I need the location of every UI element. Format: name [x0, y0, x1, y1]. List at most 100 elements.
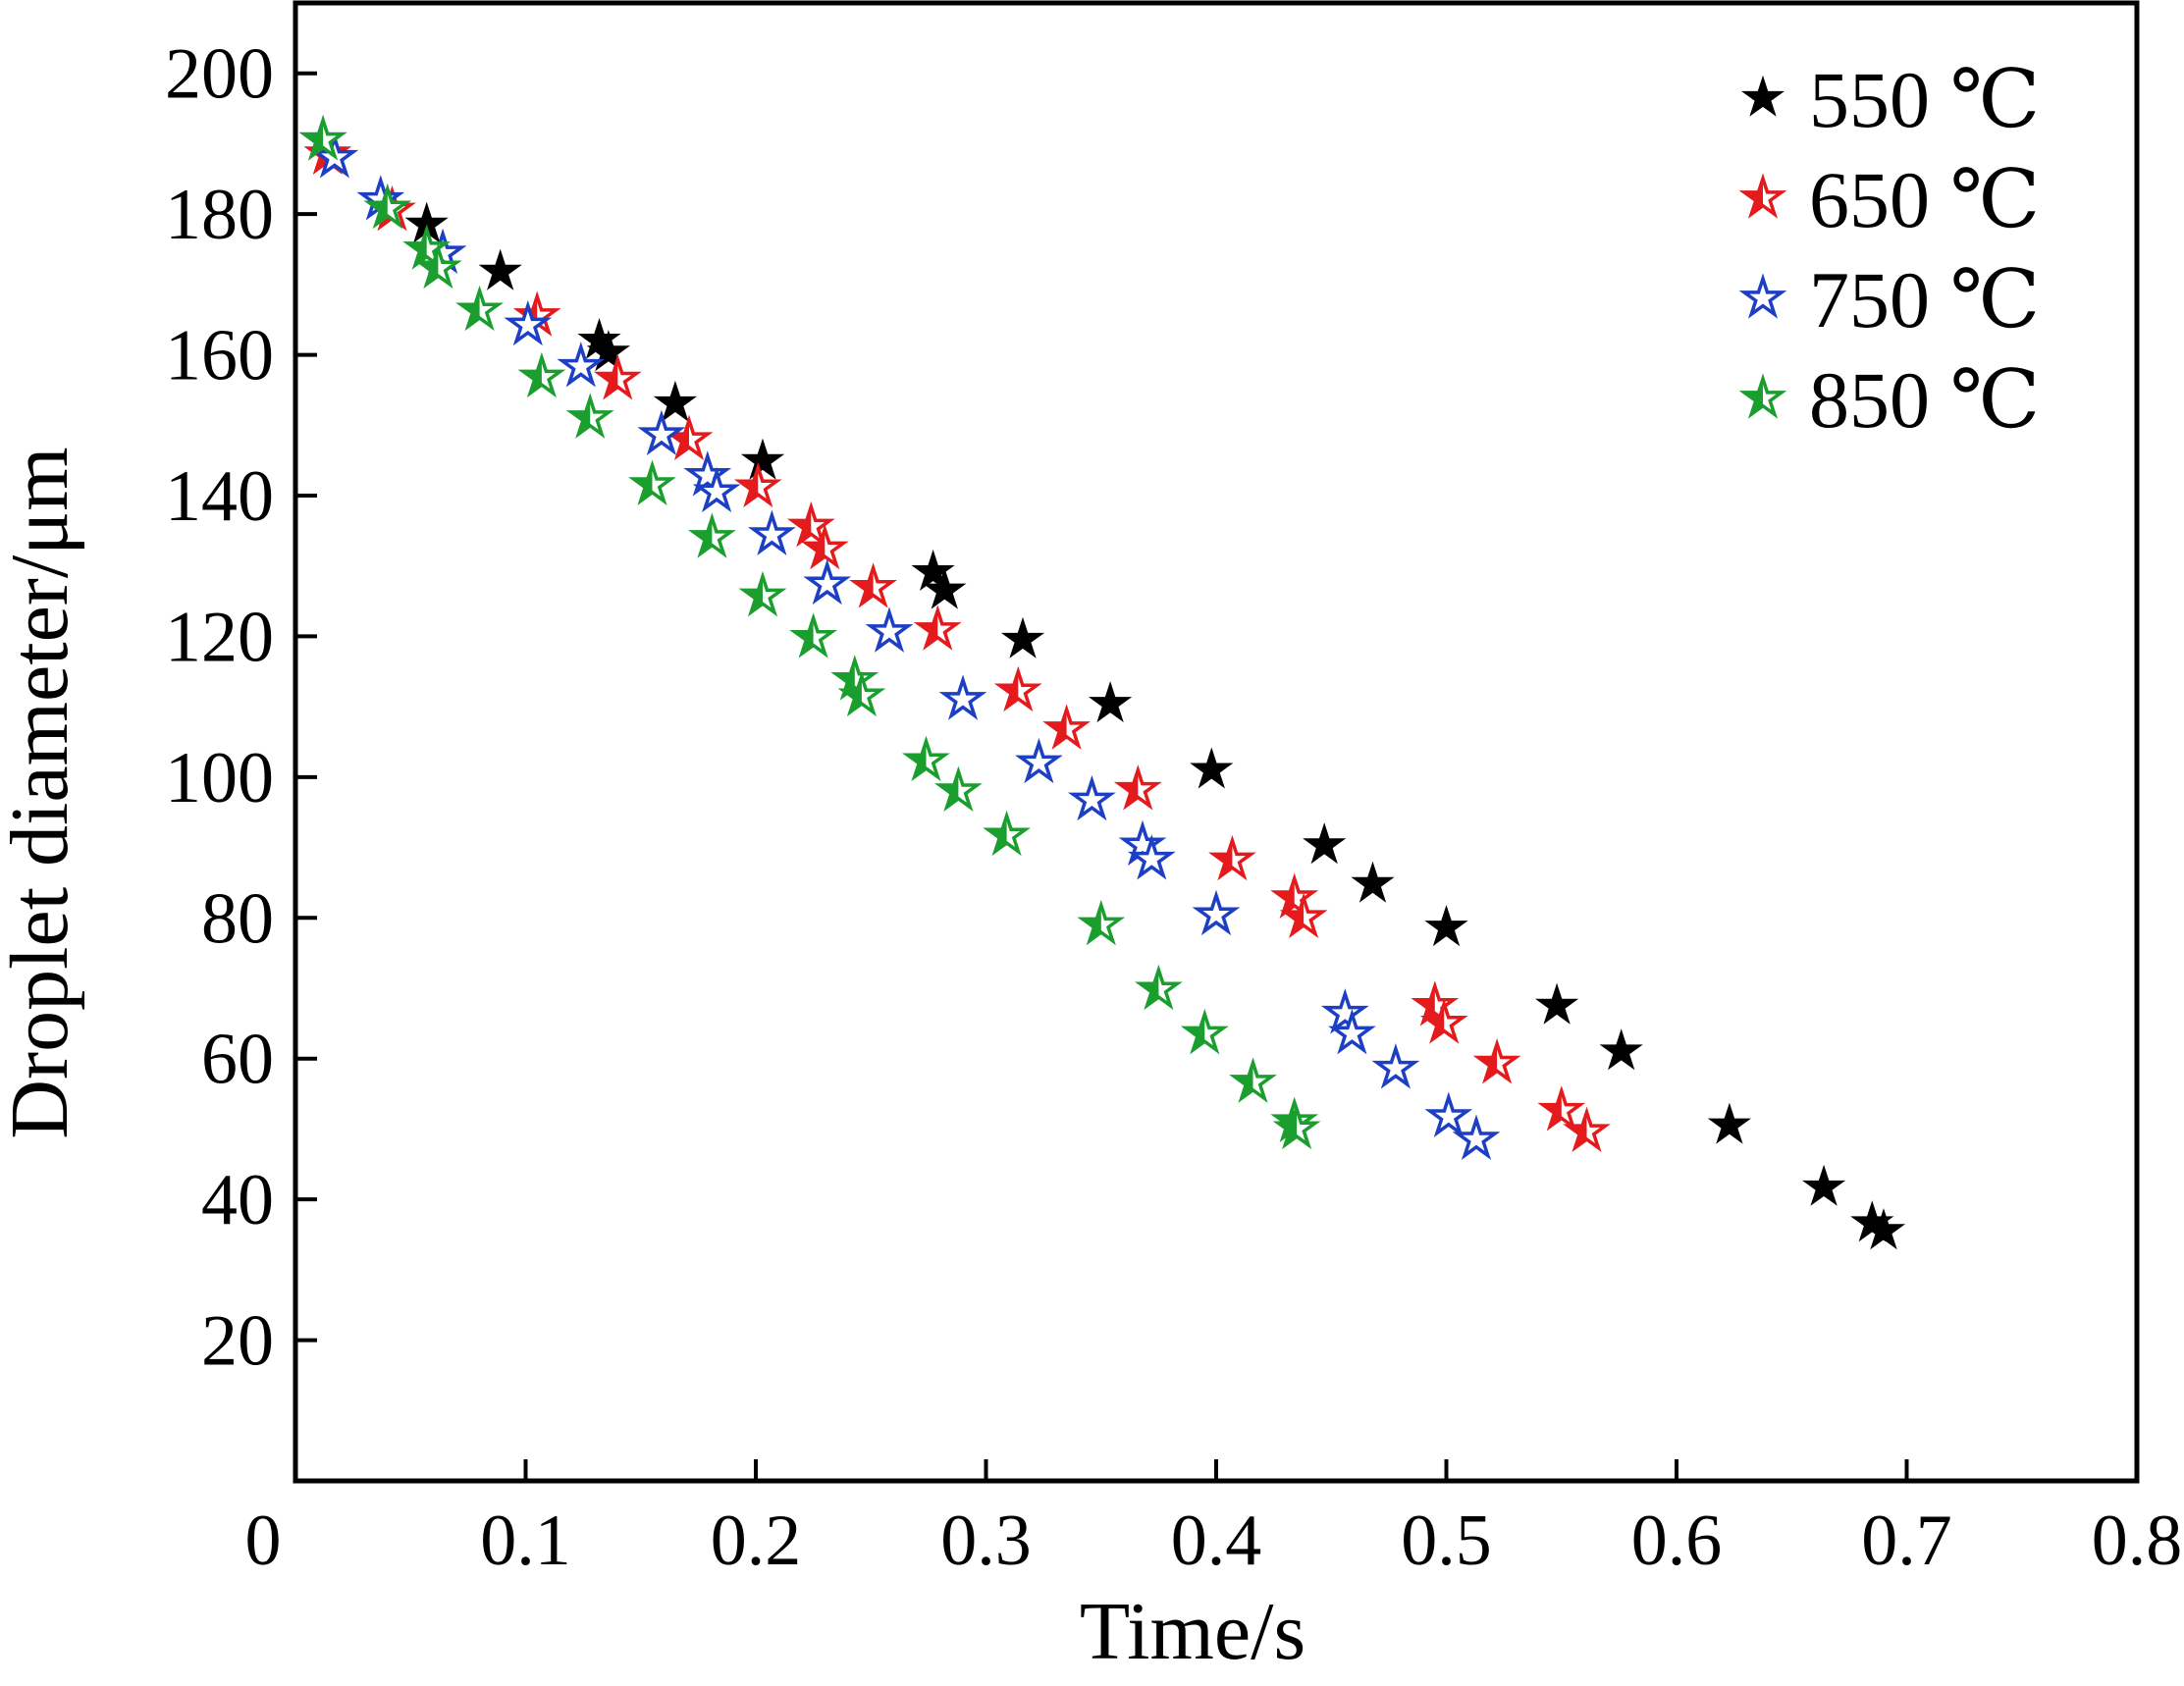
data-point	[665, 414, 714, 461]
data-point	[413, 242, 462, 290]
data-point	[586, 330, 630, 372]
legend-label: 550 ℃	[1809, 55, 2040, 144]
plot-markers	[298, 115, 1906, 1250]
data-point	[1371, 1043, 1420, 1089]
legend: 550 ℃ 650 ℃ 750 ℃ 850 ℃	[1738, 55, 2040, 445]
data-point	[1270, 872, 1319, 919]
data-point	[803, 558, 852, 606]
data-point	[738, 570, 787, 617]
data-point	[1537, 1085, 1586, 1132]
x-tick-label: 0.1	[480, 1501, 571, 1581]
data-point	[504, 299, 553, 346]
legend-label: 850 ℃	[1809, 355, 2040, 445]
y-tick-label: 140	[165, 456, 274, 537]
data-point	[933, 765, 983, 812]
data-point	[938, 674, 987, 720]
data-point	[923, 567, 967, 609]
y-tick-label: 40	[201, 1160, 274, 1240]
series-3	[298, 115, 1501, 1160]
data-point	[913, 605, 962, 651]
x-tick-label: 0.3	[940, 1501, 1032, 1581]
data-point	[1000, 616, 1045, 659]
data-point	[1077, 899, 1126, 946]
data-point	[1067, 774, 1116, 821]
data-point	[1320, 988, 1369, 1034]
x-tick-label: 0.4	[1171, 1501, 1262, 1581]
y-tick-label: 120	[165, 597, 274, 677]
legend-marker	[1738, 273, 1787, 319]
data-point	[565, 393, 614, 439]
data-point	[1303, 822, 1347, 865]
data-point	[1229, 1057, 1277, 1103]
y-tick-label: 200	[165, 34, 274, 115]
data-point	[683, 450, 732, 497]
x-tick-label: 0.6	[1631, 1501, 1723, 1581]
x-tick-label: 0.2	[711, 1501, 802, 1581]
data-point	[692, 466, 741, 513]
y-tick-label: 100	[165, 738, 274, 818]
x-axis: 0.1 0.2 0.3 0.4 0.5 0.6 0.7 0.8	[480, 1459, 2182, 1581]
data-point	[1411, 980, 1460, 1027]
data-point	[593, 354, 642, 400]
data-point	[1190, 747, 1234, 789]
data-point	[363, 183, 412, 230]
data-point	[911, 549, 955, 591]
legend-item: 850 ℃	[1738, 355, 2040, 445]
origin-label: 0	[245, 1501, 282, 1581]
data-point	[1127, 834, 1176, 880]
y-axis-title: Droplet diameter/μm	[0, 447, 85, 1138]
data-point	[653, 380, 697, 422]
data-point	[1180, 1008, 1229, 1055]
data-point	[993, 665, 1042, 712]
data-point	[983, 810, 1032, 857]
y-tick-label: 160	[165, 316, 274, 396]
y-tick-label: 20	[201, 1301, 274, 1382]
y-tick-label: 80	[201, 878, 274, 959]
legend-item: 650 ℃	[1738, 155, 2040, 244]
data-point	[687, 512, 736, 558]
data-point	[1419, 998, 1468, 1044]
data-point	[902, 735, 950, 782]
legend-item: 750 ℃	[1738, 255, 2040, 344]
data-point	[628, 459, 676, 505]
data-point	[298, 115, 347, 161]
data-point	[1327, 1008, 1376, 1055]
data-point	[1563, 1106, 1611, 1153]
data-point	[837, 670, 886, 717]
data-point	[733, 461, 782, 508]
y-axis: 20 40 60 80 100 120 140 160 180 200	[165, 34, 317, 1382]
legend-marker	[1738, 173, 1787, 219]
data-point	[800, 523, 849, 570]
legend-marker	[1740, 75, 1785, 117]
data-point	[1134, 964, 1183, 1011]
data-point	[740, 438, 785, 480]
data-point	[1707, 1102, 1751, 1144]
series-1	[301, 117, 1906, 1250]
y-tick-label: 60	[201, 1020, 274, 1100]
data-point	[1452, 1114, 1501, 1160]
data-point	[1424, 905, 1468, 947]
data-point	[1424, 1091, 1473, 1137]
data-point	[830, 655, 879, 701]
data-point	[517, 351, 566, 398]
data-point	[1599, 1028, 1643, 1071]
legend-label: 750 ℃	[1809, 255, 2040, 344]
legend-item: 550 ℃	[1740, 55, 2040, 144]
data-point	[1802, 1164, 1846, 1206]
data-point	[402, 224, 452, 270]
x-tick-label: 0.5	[1401, 1501, 1492, 1581]
data-point	[637, 409, 686, 456]
data-point	[1014, 737, 1063, 784]
data-point	[557, 342, 606, 388]
data-point	[786, 501, 835, 548]
x-tick-label: 0.7	[1861, 1501, 1952, 1581]
data-point	[1351, 861, 1395, 903]
data-point	[849, 562, 898, 608]
data-point	[747, 509, 796, 555]
data-point	[865, 606, 914, 653]
x-tick-label: 0.8	[2092, 1501, 2183, 1581]
x-axis-title: Time/s	[1080, 1586, 1305, 1677]
data-point	[1272, 1103, 1321, 1150]
data-point	[1861, 1208, 1906, 1250]
